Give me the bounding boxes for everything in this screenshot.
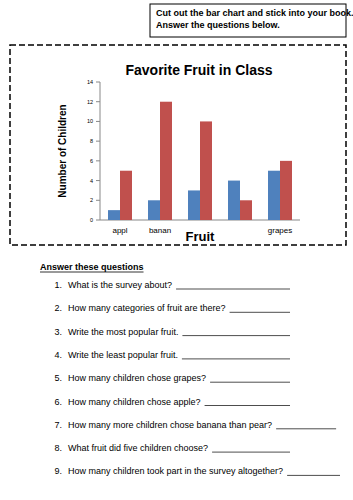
question-number: 3.	[54, 327, 62, 337]
x-tick-label: grapes	[268, 226, 292, 235]
y-tick	[96, 180, 100, 181]
question-text: What is the survey about?	[68, 280, 172, 290]
y-tick-label: 4	[90, 178, 93, 184]
answer-blank	[182, 335, 290, 336]
bar	[268, 171, 280, 220]
heading-underline	[40, 272, 144, 273]
answer-blank	[210, 382, 290, 383]
question-text: Write the least popular fruit.	[68, 350, 178, 360]
question-text: How many more children chose banana than…	[68, 420, 272, 430]
question-number: 6.	[54, 397, 62, 407]
question-text: How many children chose grapes?	[68, 373, 206, 383]
answer-blank	[176, 289, 290, 290]
question-text: How many children took part in the surve…	[68, 466, 283, 476]
background	[0, 0, 353, 500]
question-number: 8.	[54, 443, 62, 453]
y-tick-label: 2	[90, 197, 93, 203]
y-tick-label: 12	[87, 99, 93, 105]
question-number: 5.	[54, 373, 62, 383]
answer-blank	[212, 452, 290, 453]
answer-blank	[230, 312, 290, 313]
question-number: 9.	[54, 466, 62, 476]
bar	[120, 171, 132, 220]
bar	[108, 210, 120, 220]
bar	[160, 102, 172, 220]
y-tick-label: 14	[87, 79, 93, 85]
y-tick	[96, 200, 100, 201]
y-tick-label: 8	[90, 138, 93, 144]
x-tick-label: appl	[112, 226, 127, 235]
y-tick	[96, 121, 100, 122]
bars	[108, 102, 292, 220]
y-tick	[96, 220, 100, 221]
question-text: How many children chose apple?	[68, 397, 201, 407]
question-number: 4.	[54, 350, 62, 360]
question-text: What fruit did five children choose?	[68, 443, 208, 453]
question-number: 1.	[54, 280, 62, 290]
y-tick	[96, 82, 100, 83]
instruction: Answer the questions below.	[156, 20, 280, 30]
question-number: 2.	[54, 303, 62, 313]
bar	[148, 200, 160, 220]
y-axis	[100, 82, 101, 220]
y-tick-label: 0	[90, 217, 93, 223]
questions-heading: Answer these questions	[40, 262, 144, 272]
cut-frame	[10, 45, 346, 245]
bar	[280, 161, 292, 220]
x-tick-label: banan	[149, 226, 171, 235]
y-tick-label: 6	[90, 158, 93, 164]
answer-blank	[182, 358, 290, 359]
x-axis-label: Fruit	[186, 229, 216, 244]
question-text: Write the most popular fruit.	[68, 327, 178, 337]
chart-title: Favorite Fruit in Class	[125, 62, 272, 78]
bar	[228, 181, 240, 220]
bar	[240, 200, 252, 220]
page: Cut out the bar chart and stick into you…	[0, 0, 353, 500]
answer-blank	[287, 475, 340, 476]
y-tick	[96, 141, 100, 142]
y-axis-label: Number of Children	[57, 104, 68, 197]
question-text: How many categories of fruit are there?	[68, 303, 226, 313]
instruction: Cut out the bar chart and stick into you…	[156, 8, 353, 18]
question-number: 7.	[54, 420, 62, 430]
y-tick-label: 10	[87, 118, 93, 124]
y-tick	[96, 160, 100, 161]
bar	[200, 121, 212, 220]
y-tick	[96, 101, 100, 102]
answer-blank	[205, 405, 290, 406]
answer-blank	[276, 428, 336, 429]
bar	[188, 190, 200, 220]
